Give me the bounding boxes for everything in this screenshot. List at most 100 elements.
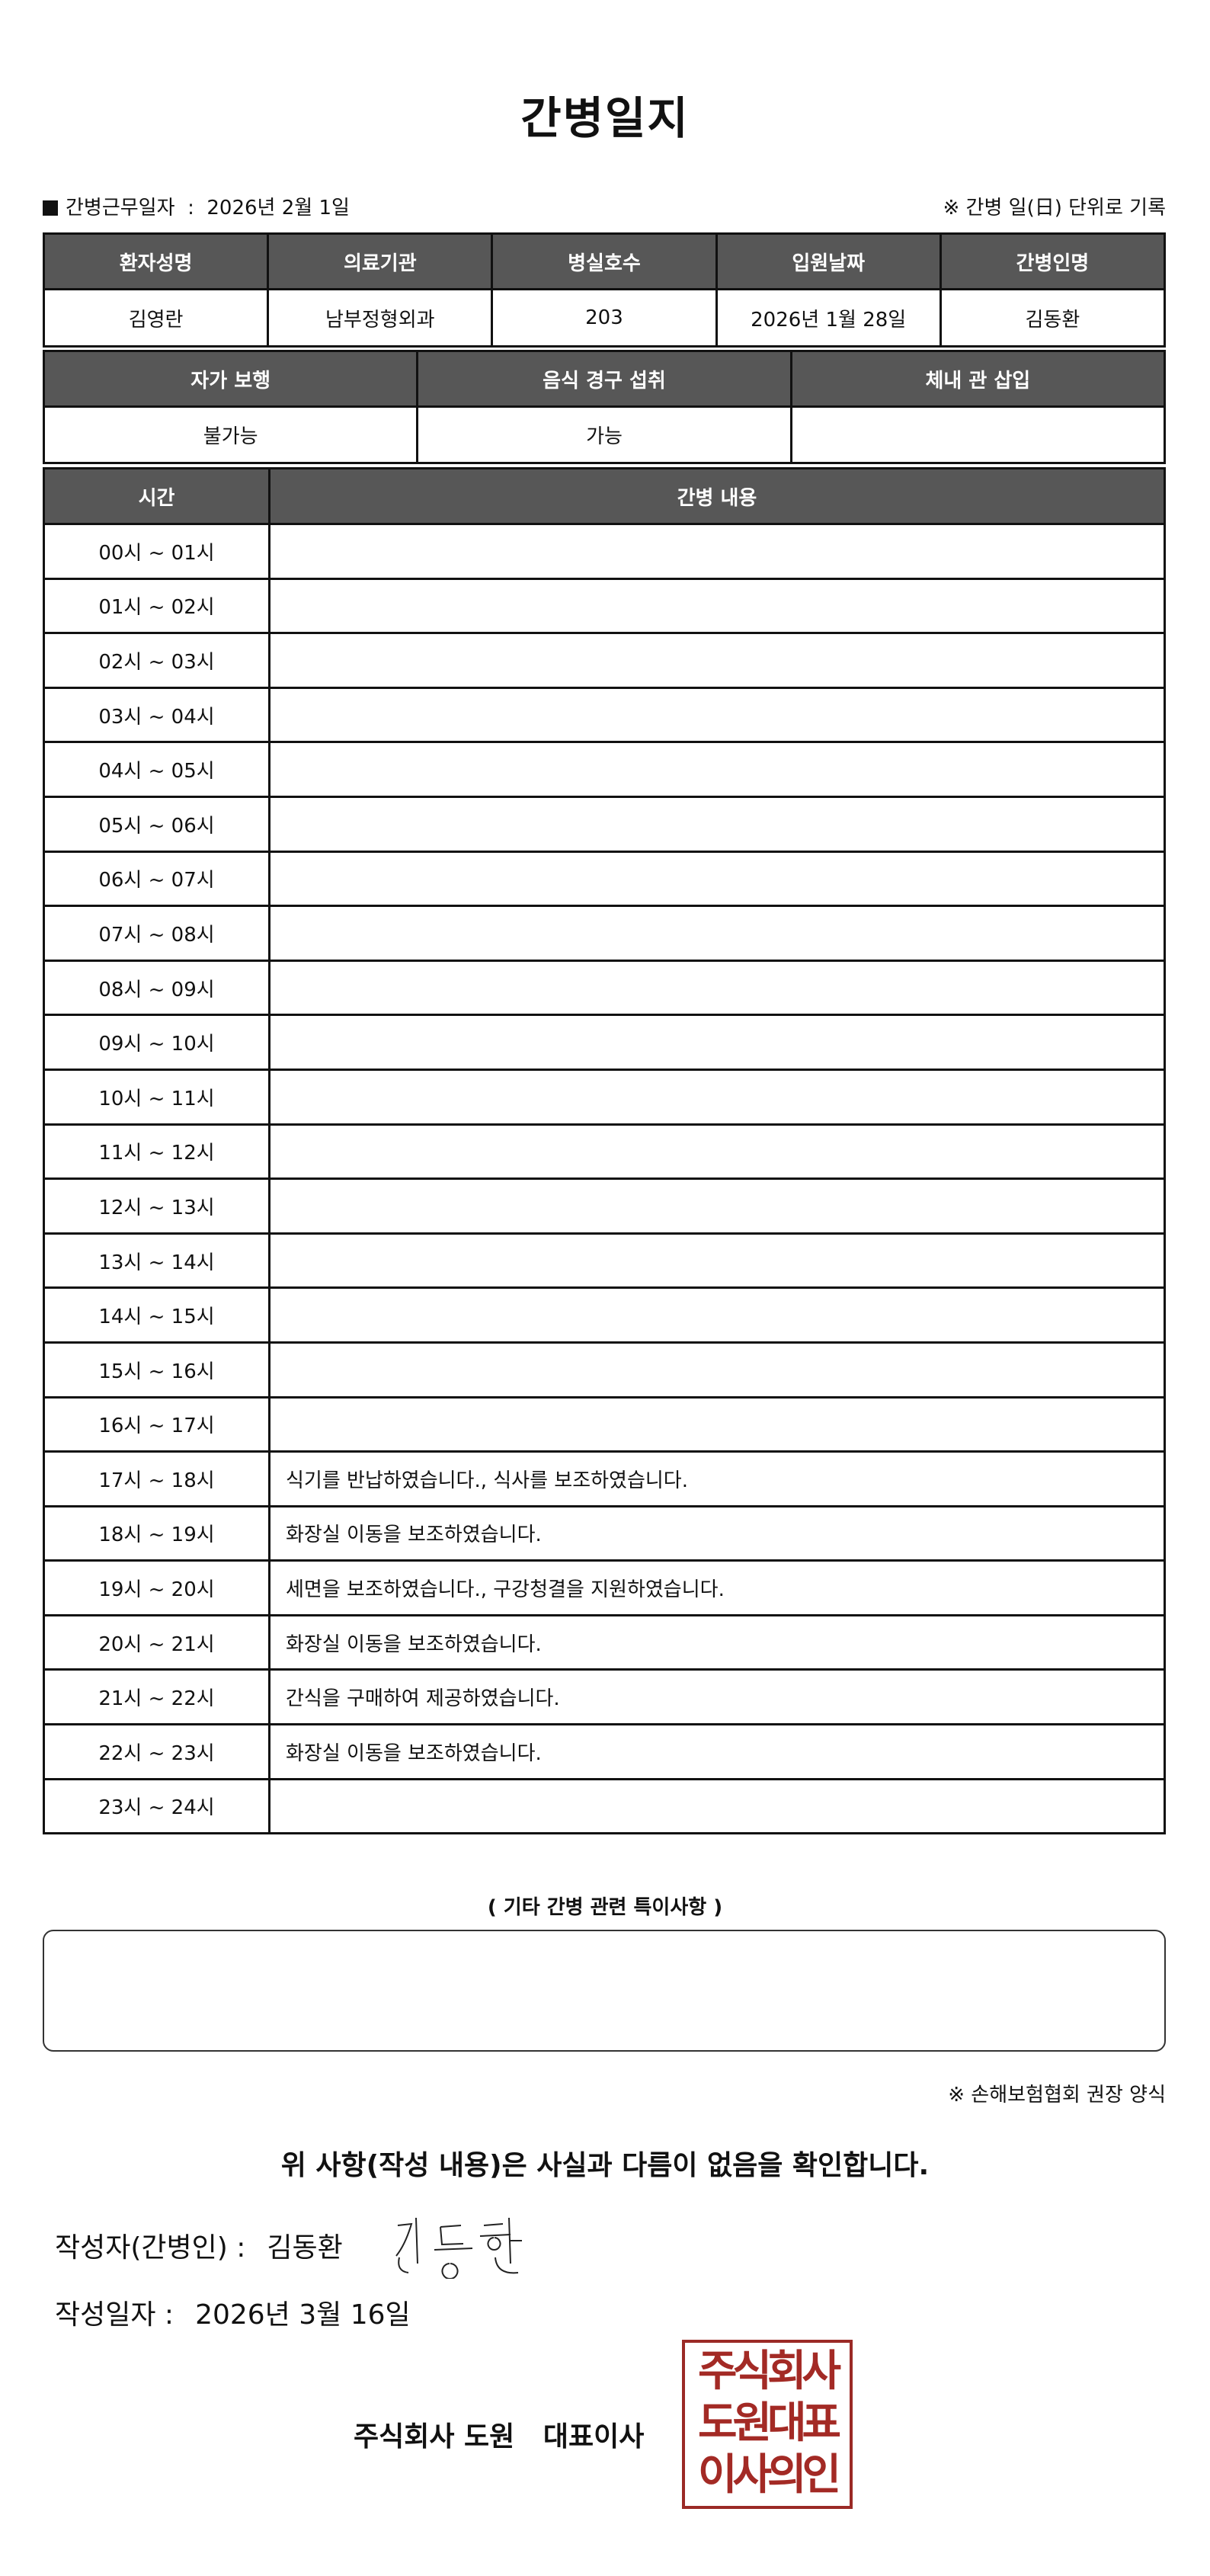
header-patient-name: 환자성명 xyxy=(42,232,270,290)
time-slot: 04시 ~ 05시 xyxy=(43,741,270,798)
writer-name: 김동환 xyxy=(267,2232,343,2264)
care-log-row: 15시 ~ 16시 xyxy=(43,1341,1166,1399)
care-content[interactable] xyxy=(268,1777,1166,1835)
care-log-row: 01시 ~ 02시 xyxy=(43,577,1166,635)
care-log-row: 13시 ~ 14시 xyxy=(43,1232,1166,1290)
time-slot: 08시 ~ 09시 xyxy=(43,959,270,1017)
care-content[interactable]: 식기를 반납하였습니다., 식사를 보조하였습니다. xyxy=(268,1450,1166,1507)
care-log-row: 05시 ~ 06시 xyxy=(43,795,1166,853)
time-slot: 10시 ~ 11시 xyxy=(43,1068,270,1126)
work-date-sep: : xyxy=(187,197,194,219)
care-log-row: 12시 ~ 13시 xyxy=(43,1177,1166,1235)
work-date-label: 간병근무일자 xyxy=(66,197,175,219)
walking-status: 불가능 xyxy=(42,405,419,464)
time-slot: 06시 ~ 07시 xyxy=(43,850,270,908)
stamp-line: 도원대표 xyxy=(697,2398,841,2448)
room-number: 203 xyxy=(491,288,718,348)
header-caregiver: 간병인명 xyxy=(939,232,1167,290)
care-log-row: 14시 ~ 15시 xyxy=(43,1286,1166,1344)
care-log-row: 23시 ~ 24시 xyxy=(43,1777,1166,1835)
care-log-row: 20시 ~ 21시 화장실 이동을 보조하였습니다. xyxy=(43,1613,1166,1671)
care-log-row: 04시 ~ 05시 xyxy=(43,741,1166,798)
care-content[interactable]: 화장실 이동을 보조하였습니다. xyxy=(268,1613,1166,1671)
care-content[interactable] xyxy=(268,1014,1166,1071)
care-log-row: 16시 ~ 17시 xyxy=(43,1395,1166,1453)
time-slot: 16시 ~ 17시 xyxy=(43,1395,270,1453)
header-admission-date: 입원날짜 xyxy=(715,232,942,290)
care-content[interactable] xyxy=(268,1341,1166,1399)
care-log-row: 02시 ~ 03시 xyxy=(43,632,1166,689)
written-date-value: 2026년 3월 16일 xyxy=(195,2299,411,2331)
status-table-header: 자가 보행 음식 경구 섭취 체내 관 삽입 xyxy=(42,350,1167,408)
writer-label: 작성자(간병인) : xyxy=(55,2232,246,2264)
patient-table-header: 환자성명 의료기관 병실호수 입원날짜 간병인명 xyxy=(42,232,1167,290)
care-content[interactable] xyxy=(268,523,1166,580)
care-log-row: 09시 ~ 10시 xyxy=(43,1014,1166,1071)
time-slot: 15시 ~ 16시 xyxy=(43,1341,270,1399)
stamp-line: 주식회사 xyxy=(697,2347,841,2396)
care-log-table: 시간 간병 내용 00시 ~ 01시 01시 ~ 02시 02시 ~ 03시 03시 … xyxy=(43,467,1166,1835)
care-log-row: 10시 ~ 11시 xyxy=(43,1068,1166,1126)
header-time: 시간 xyxy=(43,467,270,525)
time-slot: 14시 ~ 15시 xyxy=(43,1286,270,1344)
care-content[interactable]: 세면을 보조하였습니다., 구강청결을 지원하였습니다. xyxy=(268,1559,1166,1616)
written-date-label: 작성일자 : xyxy=(55,2299,174,2331)
time-slot: 23시 ~ 24시 xyxy=(43,1777,270,1835)
work-date-value: 2026년 2월 1일 xyxy=(206,197,350,219)
care-log-header: 시간 간병 내용 xyxy=(43,467,1166,525)
care-content[interactable]: 화장실 이동을 보조하였습니다. xyxy=(268,1504,1166,1562)
notes-label: ( 기타 간병 관련 특이사항 ) xyxy=(487,1896,723,1919)
time-slot: 21시 ~ 22시 xyxy=(43,1668,270,1726)
time-slot: 18시 ~ 19시 xyxy=(43,1504,270,1562)
time-slot: 01시 ~ 02시 xyxy=(43,577,270,635)
company-seal-stamp: 주식회사 도원대표 이사의인 xyxy=(682,2340,853,2509)
time-slot: 09시 ~ 10시 xyxy=(43,1014,270,1071)
care-log-row: 00시 ~ 01시 xyxy=(43,523,1166,580)
care-content[interactable] xyxy=(268,577,1166,635)
work-date: 간병근무일자 : 2026년 2월 1일 xyxy=(43,192,350,220)
care-content[interactable]: 간식을 구매하여 제공하였습니다. xyxy=(268,1668,1166,1726)
stamp-line: 이사의인 xyxy=(697,2450,841,2500)
care-content[interactable] xyxy=(268,1068,1166,1126)
care-content[interactable] xyxy=(268,1286,1166,1344)
confirmation-statement: 위 사항(작성 내용)은 사실과 다름이 없음을 확인합니다. xyxy=(280,2150,930,2181)
time-slot: 17시 ~ 18시 xyxy=(43,1450,270,1507)
square-bullet-icon xyxy=(43,200,58,216)
care-content[interactable]: 화장실 이동을 보조하였습니다. xyxy=(268,1723,1166,1780)
status-table-row: 불가능 가능 xyxy=(42,405,1167,464)
handwritten-signature xyxy=(395,2217,522,2279)
care-content[interactable] xyxy=(268,959,1166,1017)
time-slot: 00시 ~ 01시 xyxy=(43,523,270,580)
care-log-row: 22시 ~ 23시 화장실 이동을 보조하였습니다. xyxy=(43,1723,1166,1780)
caregiver-name: 김동환 xyxy=(939,288,1167,348)
notes-field[interactable] xyxy=(43,1930,1166,2052)
time-slot: 05시 ~ 06시 xyxy=(43,795,270,853)
care-log-row: 06시 ~ 07시 xyxy=(43,850,1166,908)
time-slot: 02시 ~ 03시 xyxy=(43,632,270,689)
care-content[interactable] xyxy=(268,741,1166,798)
care-content[interactable] xyxy=(268,1177,1166,1235)
status-table: 자가 보행 음식 경구 섭취 체내 관 삽입 불가능 가능 xyxy=(42,350,1167,464)
care-content[interactable] xyxy=(268,1232,1166,1290)
care-log-row: 19시 ~ 20시 세면을 보조하였습니다., 구강청결을 지원하였습니다. xyxy=(43,1559,1166,1616)
time-slot: 19시 ~ 20시 xyxy=(43,1559,270,1616)
header-hospital: 의료기관 xyxy=(267,232,494,290)
header-walking: 자가 보행 xyxy=(42,350,419,408)
care-content[interactable] xyxy=(268,632,1166,689)
care-content[interactable] xyxy=(268,795,1166,853)
form-source-note: ※ 손해보험협회 권장 양식 xyxy=(948,2084,1166,2107)
care-content[interactable] xyxy=(268,1123,1166,1181)
time-slot: 11시 ~ 12시 xyxy=(43,1123,270,1181)
record-unit-note: ※ 간병 일(日) 단위로 기록 xyxy=(943,197,1167,219)
care-content[interactable] xyxy=(268,905,1166,962)
time-slot: 20시 ~ 21시 xyxy=(43,1613,270,1671)
header-room: 병실호수 xyxy=(491,232,718,290)
time-slot: 03시 ~ 04시 xyxy=(43,686,270,744)
oral-intake-status: 가능 xyxy=(416,405,792,464)
patient-name: 김영란 xyxy=(42,288,270,348)
hospital: 남부정형외과 xyxy=(267,288,494,348)
header-oral-intake: 음식 경구 섭취 xyxy=(416,350,792,408)
care-content[interactable] xyxy=(268,850,1166,908)
care-content[interactable] xyxy=(268,1395,1166,1453)
care-content[interactable] xyxy=(268,686,1166,744)
